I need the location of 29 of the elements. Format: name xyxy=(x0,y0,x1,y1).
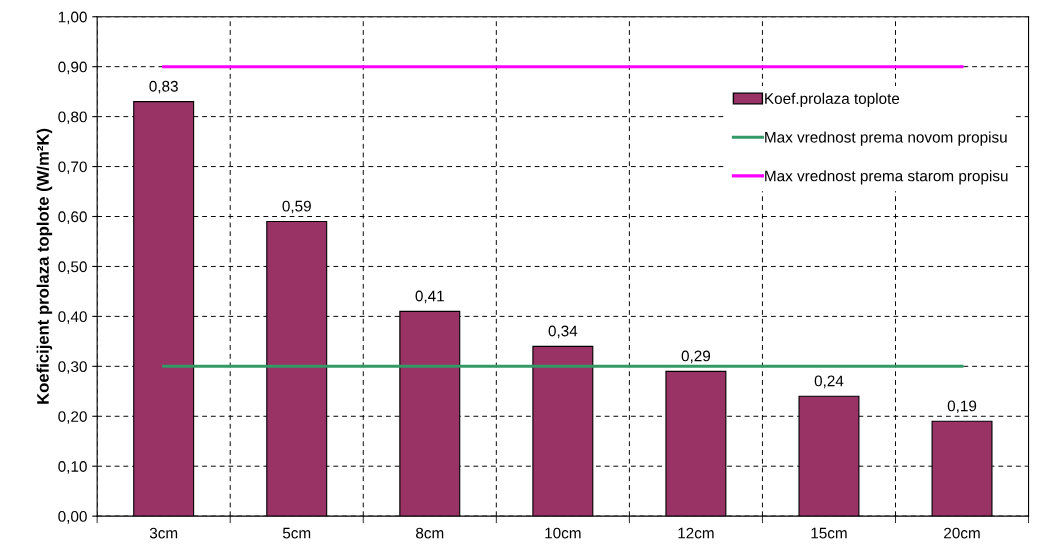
x-tick-label: 8cm xyxy=(416,527,444,539)
legend-label: Max vrednost prema starom propisu xyxy=(765,170,1008,185)
data-label: 0,83 xyxy=(149,80,178,94)
y-tick-label: 0,20 xyxy=(58,411,87,424)
y-tick-label: 0,00 xyxy=(58,511,87,524)
x-tick-label: 5cm xyxy=(282,527,311,539)
x-tick-label: 3cm xyxy=(149,527,178,539)
y-tick-label: 0,70 xyxy=(58,161,87,175)
data-label: 0,29 xyxy=(681,350,711,364)
y-tick-label: 0,30 xyxy=(58,361,87,374)
y-axis-title: Koeficijent prolaza toplote (W/m²K) xyxy=(36,128,53,404)
x-tick-label: 15cm xyxy=(811,527,847,539)
data-label: 0,41 xyxy=(415,290,444,304)
y-tick-label: 0,80 xyxy=(58,111,87,125)
legend-label: Koef.prolaza toplote xyxy=(765,92,900,108)
data-label: 0,34 xyxy=(548,325,578,339)
x-tick-label: 20cm xyxy=(944,527,980,539)
data-label: 0,24 xyxy=(814,375,844,389)
y-tick-label: 0,60 xyxy=(58,211,87,224)
data-label: 0,59 xyxy=(282,200,311,214)
data-label: 0,19 xyxy=(947,400,977,414)
legend-label: Max vrednost prema novom propisu xyxy=(765,131,1007,146)
y-tick-label: 0,90 xyxy=(58,61,87,75)
y-tick-label: 1,00 xyxy=(58,11,87,25)
x-tick-label: 10cm xyxy=(545,527,581,539)
x-tick-label: 12cm xyxy=(678,527,714,539)
y-tick-label: 0,40 xyxy=(58,311,87,324)
y-tick-label: 0,10 xyxy=(58,461,87,474)
y-tick-label: 0,50 xyxy=(58,261,87,274)
